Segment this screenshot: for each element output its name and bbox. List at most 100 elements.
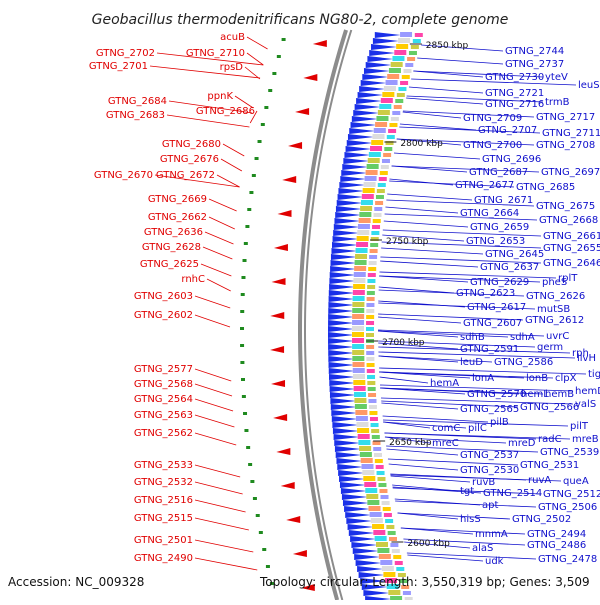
right-gene-label: GTNG_2626 [526, 291, 585, 302]
gene-track-arrow [347, 524, 374, 530]
right-gene-label: GTNG_2530 [460, 465, 519, 476]
gene-track-arrow [328, 374, 355, 380]
right-leader-line [413, 70, 484, 78]
left-gene-label: GTNG_2564 [134, 394, 193, 405]
gene-track-arrow [347, 134, 374, 140]
right-gene-label: GTNG_2646 [543, 258, 600, 269]
gene-track-box [374, 207, 383, 211]
tick-label: 2600 kbp [407, 539, 450, 549]
right-gene-label: GTNG_2675 [536, 201, 595, 212]
right-gene-label: GTNG_2617 [467, 302, 526, 313]
gene-track-box [403, 69, 412, 73]
right-gene-label: hemB [545, 389, 574, 400]
right-leader-line [393, 152, 481, 160]
gene-track-arrow [328, 326, 355, 332]
gene-track-box [394, 50, 407, 55]
right-leader-line [408, 86, 484, 94]
right-gene-label: hemD [575, 386, 600, 397]
right-gene-label: GTNG_2721 [485, 88, 544, 99]
gene-track-box [361, 194, 374, 199]
gene-track-box [352, 332, 365, 337]
gene-track-box [377, 183, 386, 187]
left-gene-label: rnhC [181, 274, 205, 285]
feature-marker [257, 140, 262, 143]
right-leader-line [380, 256, 542, 264]
left-leader-line [208, 216, 235, 230]
gene-track-arrow [361, 584, 388, 590]
gene-track-box [380, 560, 393, 565]
gene-track-arrow [356, 98, 383, 104]
feature-marker [281, 38, 286, 41]
right-gene-label: tgt [460, 486, 474, 497]
gene-track-box [352, 314, 365, 319]
gene-track-box [390, 543, 399, 547]
feature-marker [247, 208, 252, 211]
right-gene-label: comC [432, 423, 460, 434]
gene-track-box [366, 291, 375, 295]
feature-marker [243, 412, 248, 415]
left-leader-line [249, 110, 258, 124]
feature-marker [240, 361, 245, 364]
gene-track-box [371, 140, 384, 145]
gene-track-box [393, 555, 402, 559]
gene-track-box [380, 165, 389, 169]
right-gene-label: GTNG_2707 [478, 125, 537, 136]
right-gene-label: GTNG_2708 [536, 140, 595, 151]
gene-track-box [376, 189, 385, 193]
left-leader-line [166, 114, 250, 128]
gene-track-arrow [363, 68, 390, 74]
right-leader-line [382, 415, 489, 423]
right-gene-label: GTNG_2687 [469, 167, 528, 178]
left-leader-line [168, 100, 253, 114]
gene-track-box [359, 446, 372, 451]
left-gene-label: GTNG_2562 [134, 428, 193, 439]
right-gene-label: GTNG_2700 [463, 140, 522, 151]
left-leader-line [154, 174, 240, 188]
gene-track-box [386, 135, 395, 139]
gene-track-box [366, 303, 375, 307]
gene-track-box [382, 92, 395, 97]
gene-track-arrow [328, 290, 355, 296]
gene-track-arrow [345, 512, 372, 518]
gene-track-box [358, 218, 371, 223]
right-leader-line [390, 474, 562, 482]
gene-track-arrow [360, 578, 387, 584]
right-gene-label: GTNG_2716 [485, 99, 544, 110]
gene-track-box [352, 326, 365, 331]
gene-track-box [396, 567, 405, 571]
left-leader-line [206, 278, 231, 292]
left-gene-label: GTNG_2490 [134, 553, 193, 564]
left-leader-line [194, 398, 234, 412]
gene-track-box [353, 374, 366, 379]
feature-marker [240, 344, 245, 347]
right-leader-line [407, 554, 484, 562]
gene-track-arrow [340, 488, 367, 494]
gene-track-box [374, 453, 383, 457]
right-leader-line [381, 400, 519, 408]
gene-track-box [381, 159, 390, 163]
gene-track-arrow [328, 356, 355, 362]
gene-track-box [379, 104, 392, 109]
gene-track-box [375, 465, 384, 469]
gene-track-box [404, 597, 413, 601]
right-leader-line [378, 289, 525, 297]
gene-track-box [356, 242, 369, 247]
gene-track-box [367, 381, 376, 385]
left-leader-line [244, 66, 261, 80]
right-gene-label: GTNG_2661 [543, 231, 600, 242]
gene-track-arrow [346, 140, 373, 146]
gene-track-arrow [343, 158, 370, 164]
gene-track-arrow [328, 344, 355, 350]
right-leader-line [379, 271, 557, 279]
left-gene-label: GTNG_2501 [134, 535, 193, 546]
feature-marker [242, 259, 247, 262]
gene-track-arrow [338, 188, 365, 194]
gene-track-arrow [329, 272, 356, 278]
gene-track-box [352, 344, 365, 349]
gene-track-arrow [330, 404, 357, 410]
gene-track-arrow [337, 194, 364, 200]
right-gene-label: udk [485, 556, 504, 567]
right-gene-label: pilT [570, 421, 589, 432]
right-gene-label: sdhB [460, 332, 485, 343]
feature-triangle [270, 312, 285, 319]
